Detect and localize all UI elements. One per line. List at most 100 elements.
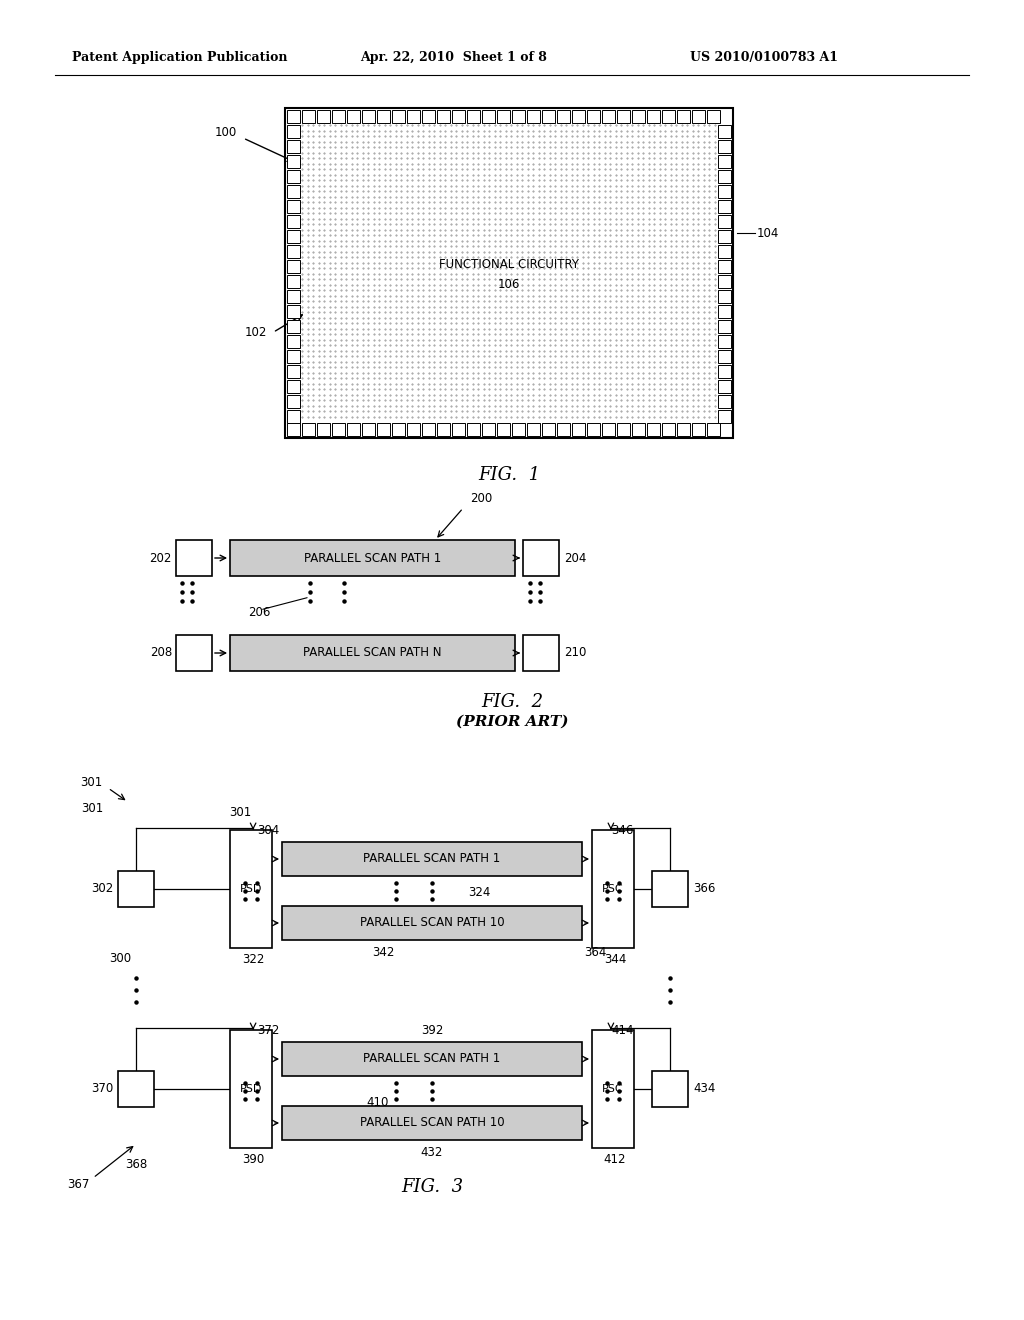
Bar <box>512 110 525 123</box>
Text: PSC: PSC <box>602 1084 624 1094</box>
Text: 368: 368 <box>125 1158 147 1171</box>
Bar <box>617 110 630 123</box>
Bar <box>718 140 731 153</box>
Bar <box>523 540 559 576</box>
Bar <box>287 290 300 304</box>
Bar <box>392 422 406 436</box>
Text: PSD: PSD <box>240 1084 262 1094</box>
Bar <box>527 422 540 436</box>
Bar <box>467 422 480 436</box>
Bar <box>718 380 731 393</box>
Bar <box>437 422 450 436</box>
Bar <box>287 260 300 273</box>
Bar <box>718 246 731 257</box>
Bar <box>118 871 154 907</box>
Bar <box>482 110 495 123</box>
Bar <box>467 110 480 123</box>
Bar <box>332 110 345 123</box>
Bar <box>302 422 315 436</box>
Bar <box>422 110 435 123</box>
Bar <box>512 422 525 436</box>
Text: 324: 324 <box>468 887 490 899</box>
Text: FIG.  1: FIG. 1 <box>478 466 540 484</box>
Text: (PRIOR ART): (PRIOR ART) <box>456 715 568 729</box>
Bar <box>718 350 731 363</box>
Bar <box>718 125 731 139</box>
Text: 106: 106 <box>498 279 520 292</box>
Text: 366: 366 <box>693 883 716 895</box>
Bar <box>647 422 660 436</box>
Bar <box>718 170 731 183</box>
Bar <box>718 290 731 304</box>
Bar <box>632 110 645 123</box>
Bar <box>287 350 300 363</box>
Text: 301: 301 <box>228 805 251 818</box>
Text: 342: 342 <box>372 946 394 960</box>
Bar <box>287 380 300 393</box>
Bar <box>287 395 300 408</box>
Bar <box>662 110 675 123</box>
Bar <box>677 422 690 436</box>
Bar <box>287 411 300 422</box>
Bar <box>377 422 390 436</box>
Text: 206: 206 <box>248 606 270 619</box>
Bar <box>287 215 300 228</box>
Text: 302: 302 <box>91 883 113 895</box>
Bar <box>230 1030 272 1148</box>
Text: 300: 300 <box>109 952 131 965</box>
Bar <box>422 422 435 436</box>
Bar <box>572 110 585 123</box>
Bar <box>282 1106 582 1140</box>
Text: 304: 304 <box>257 824 280 837</box>
Bar <box>692 422 705 436</box>
Bar <box>718 215 731 228</box>
Bar <box>362 422 375 436</box>
Bar <box>707 110 720 123</box>
Bar <box>282 842 582 876</box>
Bar <box>287 305 300 318</box>
Bar <box>317 110 330 123</box>
Bar <box>592 830 634 948</box>
Text: 412: 412 <box>604 1152 627 1166</box>
Bar <box>287 319 300 333</box>
Bar <box>176 540 212 576</box>
Text: Patent Application Publication: Patent Application Publication <box>72 51 288 65</box>
Text: FIG.  3: FIG. 3 <box>401 1177 463 1196</box>
Bar <box>347 110 360 123</box>
Text: PSC: PSC <box>602 884 624 894</box>
Text: 372: 372 <box>257 1024 280 1038</box>
Bar <box>718 260 731 273</box>
Text: 432: 432 <box>421 1146 443 1159</box>
Bar <box>392 110 406 123</box>
Text: 204: 204 <box>564 552 587 565</box>
Text: 301: 301 <box>80 776 102 788</box>
Text: 392: 392 <box>421 1024 443 1038</box>
Bar <box>692 110 705 123</box>
Bar <box>557 422 570 436</box>
Bar <box>287 140 300 153</box>
Text: PARALLEL SCAN PATH 10: PARALLEL SCAN PATH 10 <box>359 1117 504 1130</box>
Text: 364: 364 <box>584 946 606 960</box>
Bar <box>362 110 375 123</box>
Text: 208: 208 <box>150 647 172 660</box>
Text: 100: 100 <box>215 127 237 140</box>
Bar <box>377 110 390 123</box>
Text: FUNCTIONAL CIRCUITRY: FUNCTIONAL CIRCUITRY <box>439 259 579 272</box>
Bar <box>527 110 540 123</box>
Bar <box>718 395 731 408</box>
Bar <box>497 110 510 123</box>
Text: 346: 346 <box>611 824 633 837</box>
Bar <box>176 635 212 671</box>
Bar <box>230 830 272 948</box>
Bar <box>287 110 300 123</box>
Bar <box>592 1030 634 1148</box>
Bar <box>718 319 731 333</box>
Bar <box>482 422 495 436</box>
Bar <box>523 635 559 671</box>
Bar <box>632 422 645 436</box>
Bar <box>602 422 615 436</box>
Text: 370: 370 <box>91 1082 113 1096</box>
Text: US 2010/0100783 A1: US 2010/0100783 A1 <box>690 51 838 65</box>
Text: Apr. 22, 2010  Sheet 1 of 8: Apr. 22, 2010 Sheet 1 of 8 <box>360 51 547 65</box>
Bar <box>617 422 630 436</box>
